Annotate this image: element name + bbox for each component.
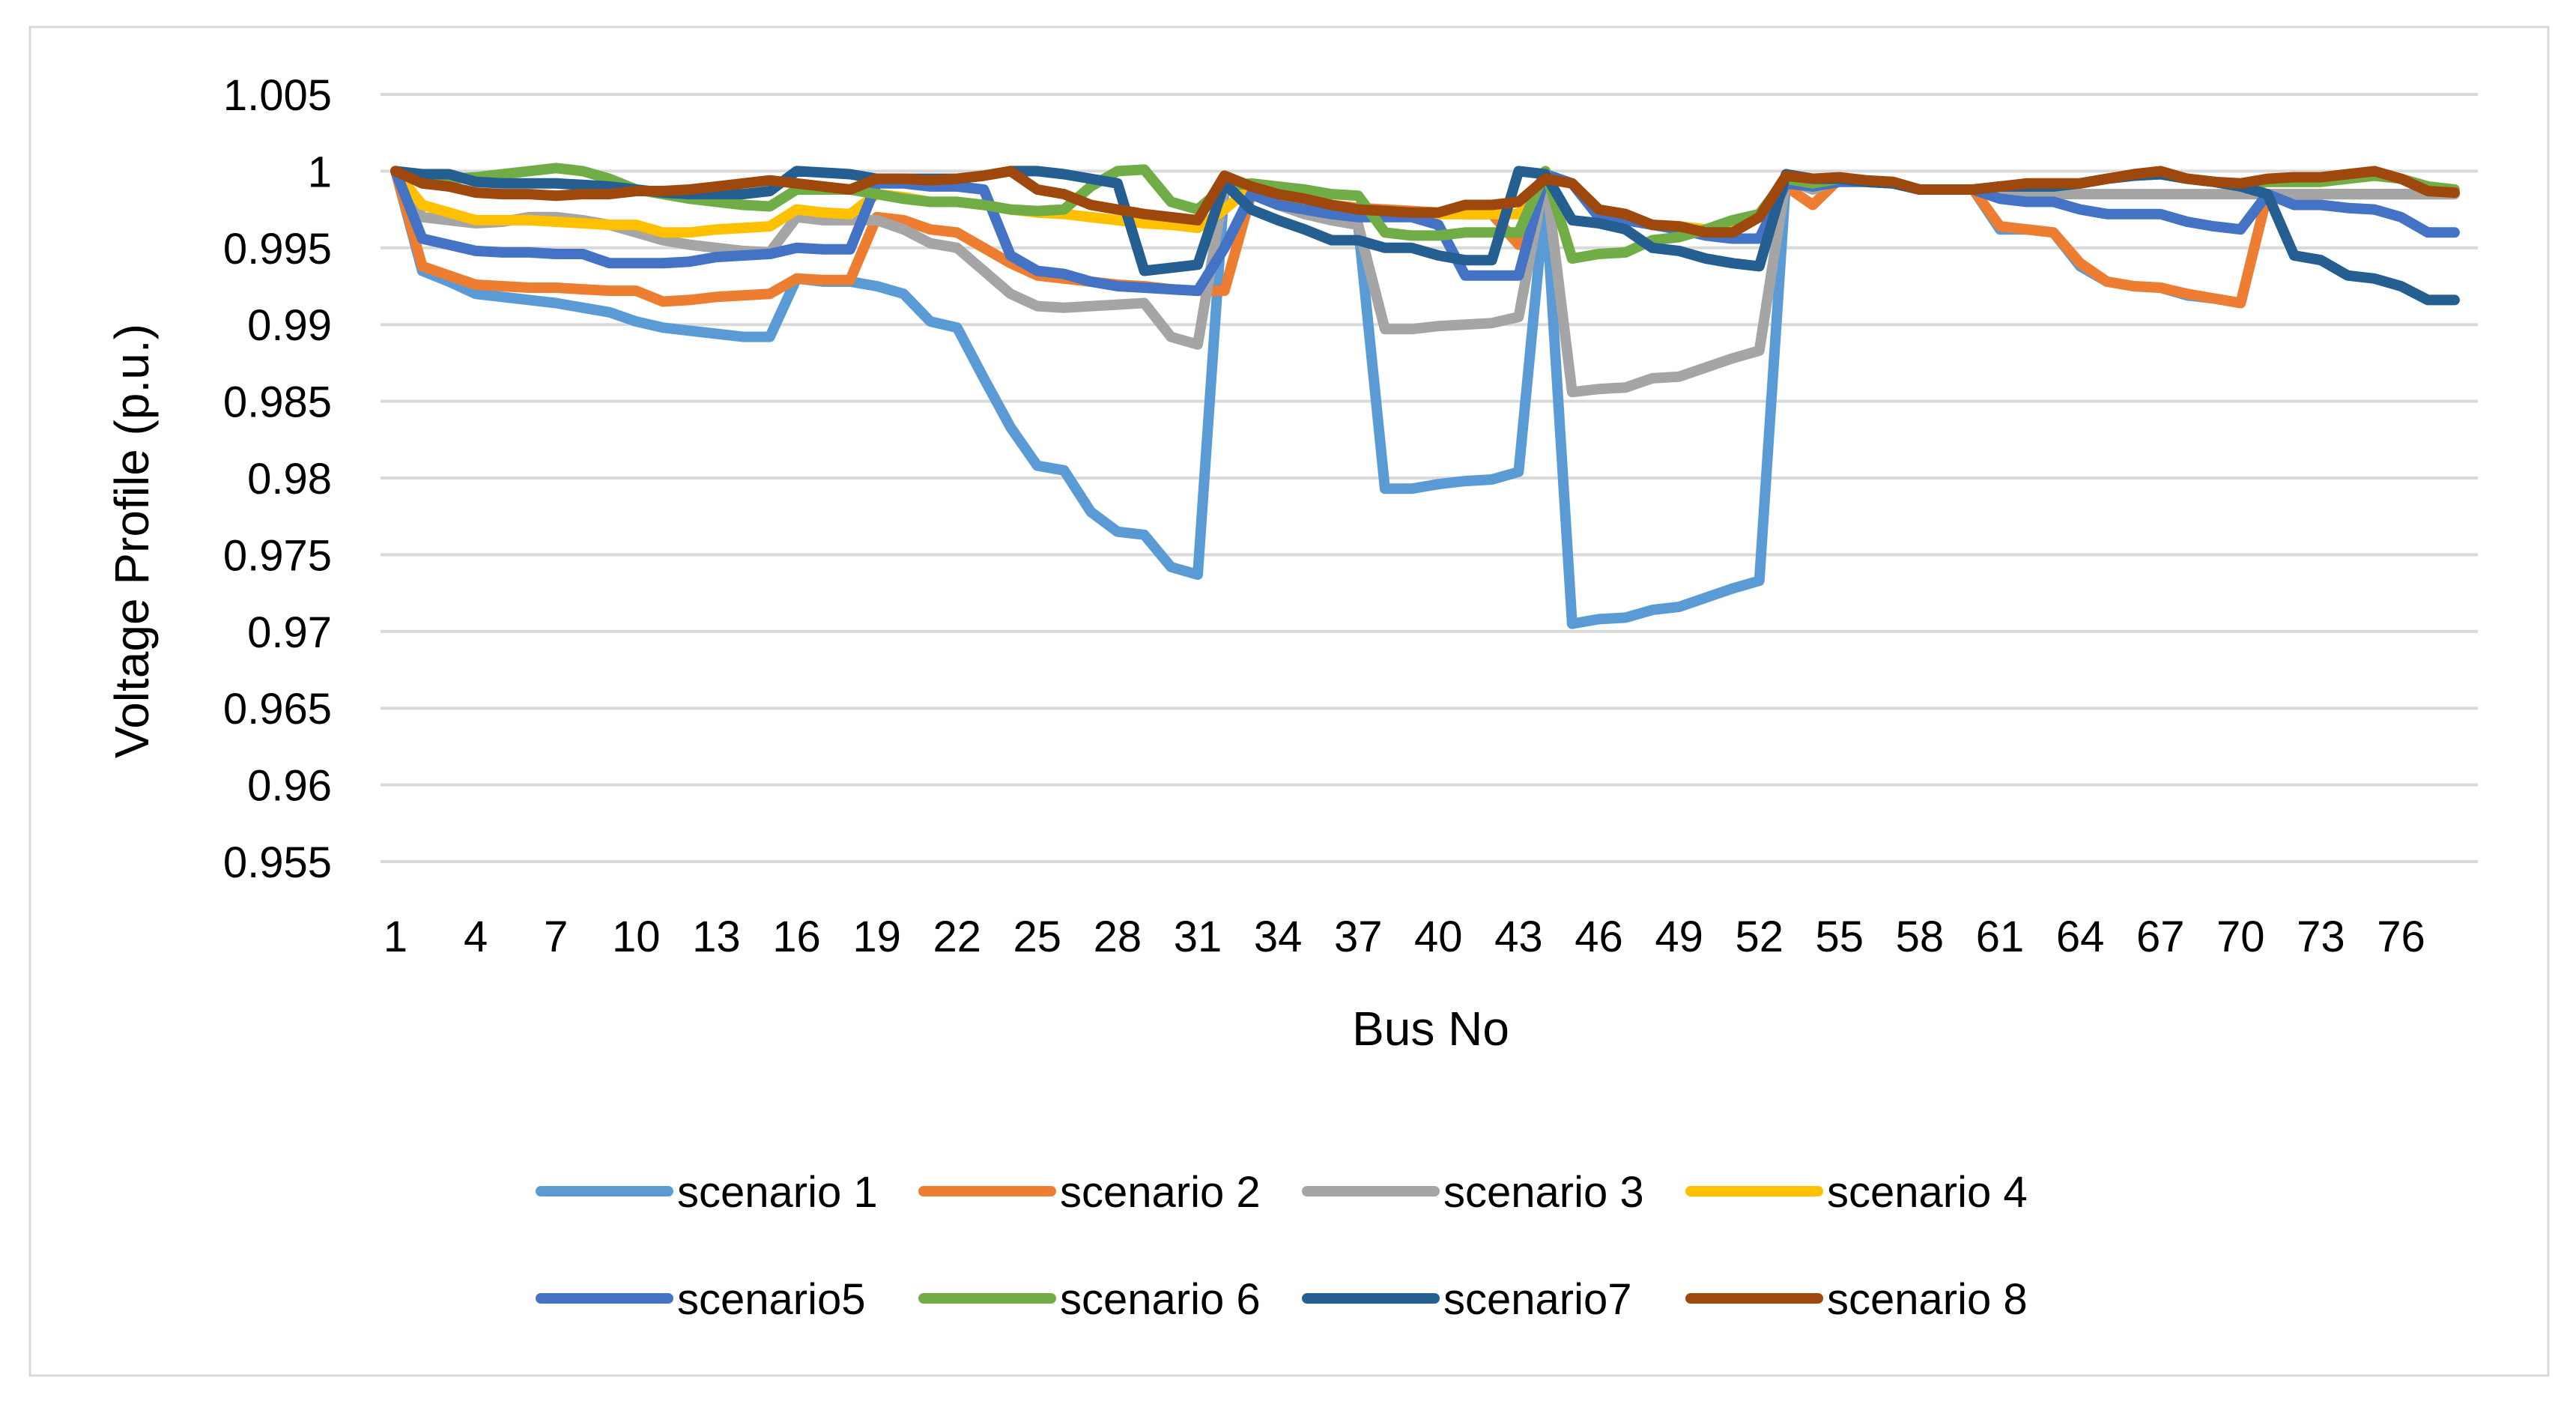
x-tick-label: 67 (2136, 913, 2185, 961)
x-tick-label: 70 (2216, 913, 2265, 961)
legend-item: scenario 1 (536, 1168, 878, 1217)
x-tick-label: 7 (544, 913, 568, 961)
x-tick-label: 25 (1013, 913, 1062, 961)
x-tick-label: 31 (1174, 913, 1222, 961)
x-axis-tick-labels: 1 4 7 10 13 16 19 22 25 28 31 34 37 40 43 46 49 52 55 58 61 6… (384, 913, 2425, 961)
y-tick-label: 0.995 (223, 225, 332, 273)
legend-item: scenario 2 (918, 1168, 1261, 1217)
y-tick-label: 0.98 (247, 455, 332, 503)
legend-label: scenario 2 (1060, 1168, 1261, 1217)
y-tick-label: 1 (308, 148, 332, 196)
x-tick-label: 28 (1094, 913, 1142, 961)
series-lines (390, 163, 2460, 629)
y-tick-label: 0.975 (223, 531, 332, 580)
x-tick-label: 1 (384, 913, 407, 961)
x-tick-label: 73 (2297, 913, 2345, 961)
x-tick-label: 40 (1414, 913, 1463, 961)
legend-label: scenario 6 (1060, 1275, 1261, 1324)
y-tick-label: 0.965 (223, 685, 332, 733)
x-tick-label: 43 (1494, 913, 1543, 961)
x-tick-label: 55 (1816, 913, 1864, 961)
y-tick-label: 0.96 (247, 762, 332, 811)
legend: scenario 1 scenario 2 scenario 3 scenario 4… (536, 1168, 2028, 1324)
y-tick-label: 0.99 (247, 301, 332, 350)
x-tick-label: 19 (852, 913, 901, 961)
legend-item: scenario 3 (1302, 1168, 1644, 1217)
series-line-scenario5 (390, 166, 2460, 297)
y-axis-tick-labels: 0.955 0.96 0.965 0.97 0.975 0.98 0.985 0.99 0.99… (223, 71, 332, 887)
x-tick-label: 58 (1896, 913, 1945, 961)
legend-label: scenario 8 (1827, 1275, 2028, 1324)
x-tick-label: 16 (772, 913, 821, 961)
x-tick-label: 76 (2377, 913, 2425, 961)
legend-label: scenario5 (677, 1275, 865, 1324)
legend-label: scenario 1 (677, 1168, 878, 1217)
x-tick-label: 22 (933, 913, 981, 961)
legend-item: scenario 8 (1685, 1275, 2028, 1324)
legend-item: scenario 4 (1685, 1168, 2028, 1217)
x-tick-label: 37 (1334, 913, 1383, 961)
y-axis-label: Voltage Profile (p.u.) (105, 324, 159, 758)
y-tick-label: 0.985 (223, 378, 332, 427)
x-tick-label: 64 (2056, 913, 2105, 961)
x-tick-label: 13 (692, 913, 741, 961)
y-tick-label: 1.005 (223, 71, 332, 120)
x-tick-label: 46 (1575, 913, 1623, 961)
legend-item: scenario7 (1302, 1275, 1631, 1324)
x-tick-label: 61 (1976, 913, 2025, 961)
y-tick-label: 0.97 (247, 608, 332, 657)
legend-label: scenario7 (1443, 1275, 1631, 1324)
legend-label: scenario 4 (1827, 1168, 2028, 1217)
series-line-scenario-8 (390, 166, 2460, 238)
chart-border (28, 25, 2550, 1377)
x-tick-label: 10 (612, 913, 661, 961)
legend-item: scenario5 (536, 1275, 865, 1324)
x-tick-label: 4 (464, 913, 488, 961)
legend-label: scenario 3 (1443, 1168, 1644, 1217)
x-tick-label: 34 (1254, 913, 1303, 961)
x-axis-label: Bus No (1352, 1002, 1509, 1056)
y-tick-label: 0.955 (223, 838, 332, 887)
legend-item: scenario 6 (918, 1275, 1261, 1324)
series-line-scenario-3 (390, 166, 2460, 398)
x-tick-label: 49 (1655, 913, 1703, 961)
x-tick-label: 52 (1735, 913, 1783, 961)
